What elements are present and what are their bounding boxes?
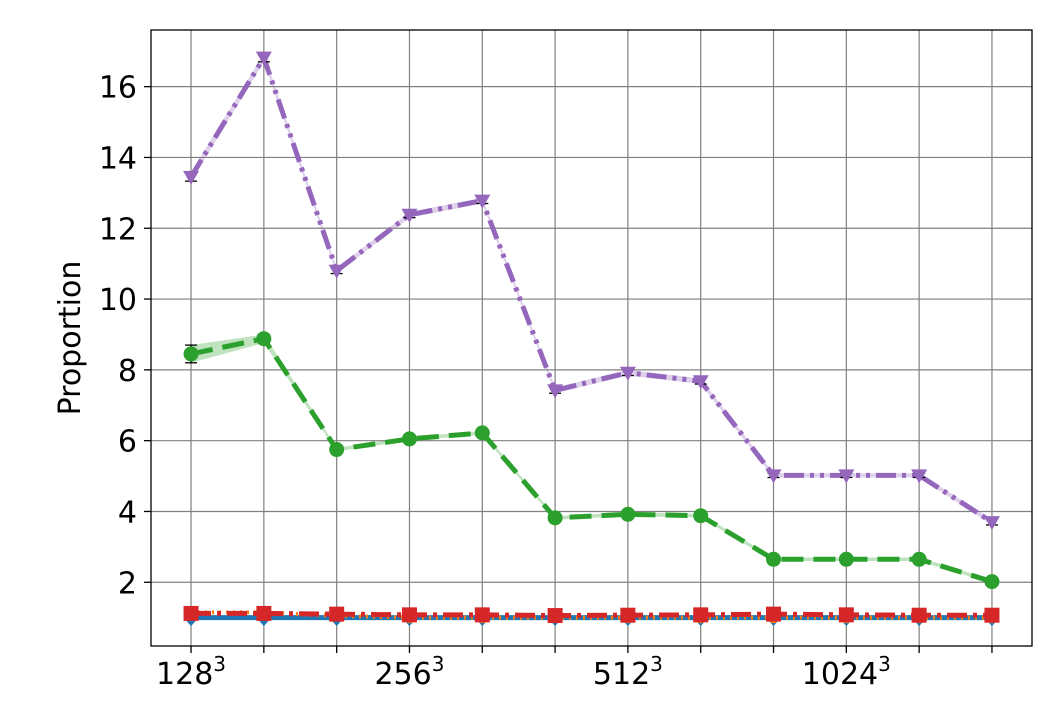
series-line	[191, 610, 992, 619]
y-tick-label: 12	[99, 212, 137, 247]
error-band	[191, 53, 992, 525]
triangle-down-marker	[911, 469, 928, 484]
series-markers	[183, 51, 1000, 627]
series-lines	[188, 55, 994, 621]
circle-marker	[838, 551, 854, 567]
triangle-down-marker	[619, 366, 636, 381]
circle-marker	[766, 551, 782, 567]
circle-marker	[474, 425, 490, 441]
y-tick-label: 4	[118, 495, 137, 530]
y-tick-label: 10	[99, 283, 137, 318]
circle-marker	[620, 506, 636, 522]
grid-lines	[151, 30, 1032, 646]
x-tick-label: 1283	[156, 652, 226, 692]
triangle-down-marker	[692, 375, 709, 390]
square-marker	[620, 607, 636, 623]
error-bands	[191, 53, 992, 584]
y-tick-label: 6	[118, 425, 137, 460]
y-tick-label: 8	[118, 354, 137, 389]
y-axis-label: Proportion	[53, 261, 88, 416]
x-tick-label-base: 128	[156, 657, 213, 692]
error-bars	[185, 52, 998, 584]
x-tick-label-exponent: 3	[878, 652, 891, 676]
circle-marker	[693, 508, 709, 524]
circle-marker	[329, 442, 345, 458]
y-tick-label: 2	[118, 566, 137, 601]
error-band	[191, 334, 992, 584]
circle-marker	[256, 331, 272, 347]
x-tick-label-exponent: 3	[650, 652, 663, 676]
triangle-down-marker	[838, 469, 855, 484]
triangle-down-marker	[983, 516, 1000, 531]
circle-marker	[183, 346, 199, 362]
square-marker	[547, 608, 563, 624]
y-tick-label: 16	[99, 71, 137, 106]
series-line	[188, 55, 994, 525]
square-marker	[183, 605, 199, 621]
x-tick-label: 2563	[374, 652, 444, 692]
x-tick-label-exponent: 3	[213, 652, 226, 676]
triangle-down-marker	[474, 194, 491, 209]
circle-marker	[984, 574, 1000, 590]
y-tick-label: 14	[99, 141, 137, 176]
triangle-down-marker	[765, 469, 782, 484]
circle-marker	[911, 551, 927, 567]
triangle-down-marker	[328, 264, 345, 279]
square-marker	[838, 607, 854, 623]
triangle-down-marker	[183, 170, 200, 185]
square-marker	[693, 607, 709, 623]
x-tick-label-base: 512	[593, 657, 650, 692]
square-marker	[911, 607, 927, 623]
square-marker	[256, 605, 272, 621]
square-marker	[474, 607, 490, 623]
triangle-down-marker	[401, 208, 418, 223]
circle-marker	[401, 431, 417, 447]
x-tick-label-base: 256	[374, 657, 431, 692]
square-marker	[401, 607, 417, 623]
series-line	[190, 336, 993, 584]
plot-frame	[150, 29, 1033, 647]
triangle-down-marker	[255, 51, 272, 66]
x-tick-label: 10243	[802, 652, 891, 692]
square-marker	[766, 606, 782, 622]
x-tick-label-base: 1024	[802, 657, 878, 692]
square-marker	[984, 607, 1000, 623]
circle-marker	[547, 510, 563, 526]
axis-labels: Proportion	[53, 261, 88, 416]
x-tick-label-exponent: 3	[432, 652, 445, 676]
square-marker	[329, 606, 345, 622]
triangle-down-marker	[547, 384, 564, 399]
x-tick-label: 5123	[593, 652, 663, 692]
